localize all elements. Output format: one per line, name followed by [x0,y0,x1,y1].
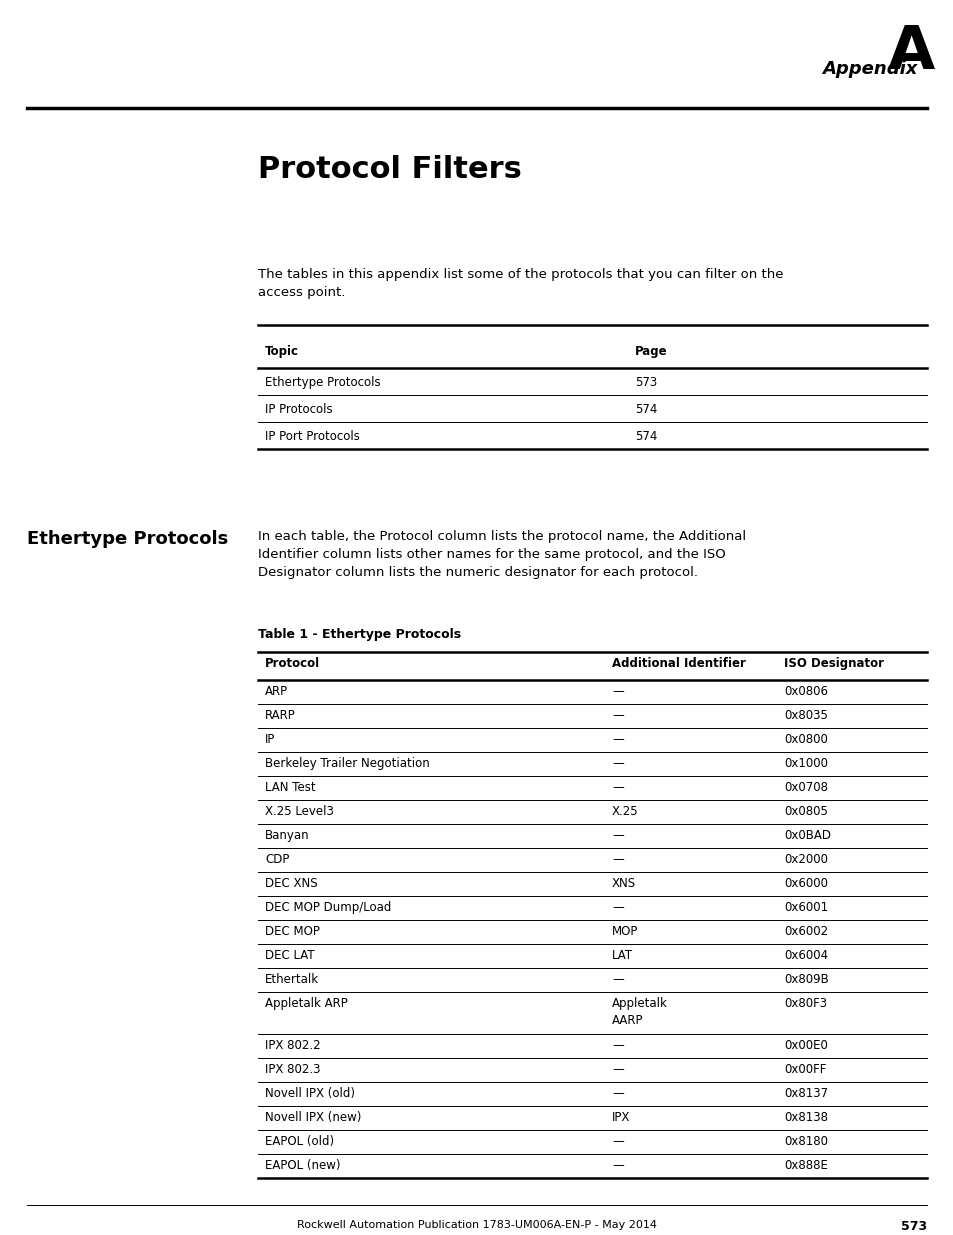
Text: 0x8035: 0x8035 [783,709,827,722]
Text: DEC LAT: DEC LAT [265,948,314,962]
Text: —: — [612,781,623,794]
Text: —: — [612,1063,623,1076]
Text: DEC MOP Dump/Load: DEC MOP Dump/Load [265,902,391,914]
Text: A: A [887,23,934,82]
Text: 0x809B: 0x809B [783,973,828,986]
Text: —: — [612,973,623,986]
Text: 0x8180: 0x8180 [783,1135,827,1149]
Text: 0x0800: 0x0800 [783,734,827,746]
Text: ARP: ARP [265,685,288,698]
Text: LAN Test: LAN Test [265,781,315,794]
Text: LAT: LAT [612,948,633,962]
Text: —: — [612,1158,623,1172]
Text: 0x0708: 0x0708 [783,781,827,794]
Text: EAPOL (old): EAPOL (old) [265,1135,334,1149]
Text: DEC MOP: DEC MOP [265,925,319,939]
Text: RARP: RARP [265,709,295,722]
Text: —: — [612,734,623,746]
Text: Banyan: Banyan [265,829,310,842]
Text: IP Protocols: IP Protocols [265,403,333,416]
Text: Protocol: Protocol [265,657,320,671]
Text: 0x80F3: 0x80F3 [783,997,826,1010]
Text: Protocol Filters: Protocol Filters [257,156,521,184]
Text: XNS: XNS [612,877,636,890]
Text: 574: 574 [635,403,657,416]
Text: Page: Page [635,345,667,358]
Text: IP Port Protocols: IP Port Protocols [265,430,359,443]
Text: X.25 Level3: X.25 Level3 [265,805,334,818]
Text: —: — [612,685,623,698]
Text: —: — [612,1135,623,1149]
Text: Table 1 - Ethertype Protocols: Table 1 - Ethertype Protocols [257,629,460,641]
Text: 574: 574 [635,430,657,443]
Text: Topic: Topic [265,345,298,358]
Text: Novell IPX (new): Novell IPX (new) [265,1112,361,1124]
Text: Rockwell Automation Publication 1783-UM006A-EN-P - May 2014: Rockwell Automation Publication 1783-UM0… [296,1220,657,1230]
Text: Additional Identifier: Additional Identifier [612,657,745,671]
Text: X.25: X.25 [612,805,638,818]
Text: IP: IP [265,734,275,746]
Text: —: — [612,1039,623,1052]
Text: 573: 573 [900,1220,926,1233]
Text: IPX 802.2: IPX 802.2 [265,1039,320,1052]
Text: —: — [612,709,623,722]
Text: EAPOL (new): EAPOL (new) [265,1158,340,1172]
Text: In each table, the Protocol column lists the protocol name, the Additional
Ident: In each table, the Protocol column lists… [257,530,745,579]
Text: 0x8138: 0x8138 [783,1112,827,1124]
Text: 0x00E0: 0x00E0 [783,1039,827,1052]
Text: Appendix: Appendix [821,61,917,78]
Text: Ethertype Protocols: Ethertype Protocols [27,530,228,548]
Text: 0x8137: 0x8137 [783,1087,827,1100]
Text: 573: 573 [635,375,657,389]
Text: 0x2000: 0x2000 [783,853,827,866]
Text: Ethertalk: Ethertalk [265,973,319,986]
Text: IPX: IPX [612,1112,630,1124]
Text: Appletalk ARP: Appletalk ARP [265,997,348,1010]
Text: 0x6004: 0x6004 [783,948,827,962]
Text: 0x00FF: 0x00FF [783,1063,825,1076]
Text: IPX 802.3: IPX 802.3 [265,1063,320,1076]
Text: —: — [612,853,623,866]
Text: Appletalk
AARP: Appletalk AARP [612,997,667,1028]
Text: Novell IPX (old): Novell IPX (old) [265,1087,355,1100]
Text: The tables in this appendix list some of the protocols that you can filter on th: The tables in this appendix list some of… [257,268,782,299]
Text: 0x0805: 0x0805 [783,805,827,818]
Text: 0x888E: 0x888E [783,1158,827,1172]
Text: CDP: CDP [265,853,289,866]
Text: —: — [612,829,623,842]
Text: —: — [612,902,623,914]
Text: 0x6002: 0x6002 [783,925,827,939]
Text: DEC XNS: DEC XNS [265,877,317,890]
Text: 0x6000: 0x6000 [783,877,827,890]
Text: 0x0806: 0x0806 [783,685,827,698]
Text: Berkeley Trailer Negotiation: Berkeley Trailer Negotiation [265,757,429,769]
Text: 0x0BAD: 0x0BAD [783,829,830,842]
Text: MOP: MOP [612,925,638,939]
Text: —: — [612,757,623,769]
Text: 0x6001: 0x6001 [783,902,827,914]
Text: —: — [612,1087,623,1100]
Text: ISO Designator: ISO Designator [783,657,883,671]
Text: 0x1000: 0x1000 [783,757,827,769]
Text: Ethertype Protocols: Ethertype Protocols [265,375,380,389]
